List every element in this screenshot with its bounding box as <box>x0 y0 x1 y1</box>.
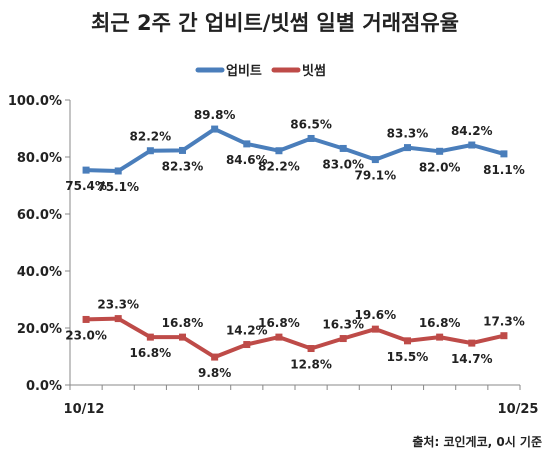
data-point <box>371 156 379 164</box>
y-tick-label: 20.0% <box>17 322 62 337</box>
data-label: 83.0% <box>322 157 364 171</box>
data-point <box>307 134 315 142</box>
y-tick-label: 60.0% <box>17 208 62 223</box>
legend-label-bithumb: 빗썸 <box>302 63 326 79</box>
data-label: 82.0% <box>419 160 461 174</box>
series-line-1 <box>84 316 506 360</box>
y-tick-label: 0.0% <box>26 379 62 394</box>
data-point <box>114 315 122 323</box>
y-tick-label: 100.0% <box>8 94 62 109</box>
data-label: 14.7% <box>451 352 493 366</box>
data-label: 79.1% <box>355 169 397 183</box>
data-labels: 75.4%75.1%82.2%82.3%89.8%84.6%82.2%86.5%… <box>65 108 524 380</box>
data-point <box>436 333 444 341</box>
data-label: 81.1% <box>483 163 525 177</box>
data-label: 83.3% <box>387 127 429 141</box>
data-label: 12.8% <box>290 358 332 372</box>
data-point <box>468 339 476 347</box>
data-point <box>179 146 186 154</box>
data-label: 16.8% <box>258 316 300 330</box>
data-point <box>468 141 476 149</box>
series-line-0 <box>84 127 506 173</box>
legend: 업비트 빗썸 <box>195 63 326 79</box>
data-point <box>211 353 219 361</box>
data-point <box>500 150 508 158</box>
data-point <box>146 147 154 155</box>
axes <box>69 100 521 390</box>
y-tick-label: 80.0% <box>17 151 62 166</box>
legend-label-upbit: 업비트 <box>226 64 262 79</box>
data-label: 82.2% <box>130 130 172 144</box>
data-label: 82.3% <box>162 159 204 173</box>
data-label: 84.2% <box>451 124 493 138</box>
data-label: 16.8% <box>162 316 204 330</box>
data-point <box>243 140 251 148</box>
data-point <box>500 332 508 340</box>
data-point <box>275 147 283 155</box>
data-label: 17.3% <box>483 315 525 329</box>
chart-title: 최근 2주 간 업비트/빗썸 일별 거래점유율 <box>91 11 459 35</box>
data-label: 89.8% <box>194 108 236 122</box>
data-label: 19.6% <box>355 308 397 322</box>
data-point <box>179 333 186 341</box>
data-point <box>82 166 90 174</box>
data-point <box>275 333 283 341</box>
data-label: 16.8% <box>130 346 172 360</box>
series-layer <box>82 125 508 361</box>
data-label: 86.5% <box>290 117 332 131</box>
data-point <box>404 337 411 345</box>
x-tick-start: 10/12 <box>64 402 105 417</box>
x-tick-end: 10/25 <box>498 402 539 417</box>
data-label: 14.2% <box>226 324 268 338</box>
data-label: 84.6% <box>226 153 268 167</box>
data-point <box>339 335 347 343</box>
data-point <box>243 341 251 349</box>
data-label: 82.2% <box>258 160 300 174</box>
data-label: 15.5% <box>387 350 429 364</box>
data-point <box>404 144 411 152</box>
data-point <box>146 333 154 341</box>
data-point <box>114 167 122 175</box>
data-label: 23.0% <box>65 328 107 342</box>
data-point <box>436 147 444 155</box>
data-point <box>371 325 379 333</box>
y-tick-label: 40.0% <box>17 265 62 280</box>
data-point <box>307 345 315 353</box>
data-point <box>339 144 347 152</box>
data-point <box>211 125 219 133</box>
source-note: 출처: 코인게코, 0시 기준 <box>412 434 542 449</box>
y-axis: 0.0% 20.0% 40.0% 60.0% 80.0% 100.0% <box>8 94 70 394</box>
data-label: 9.8% <box>198 366 231 380</box>
data-label: 75.4% <box>65 179 107 193</box>
data-point <box>82 315 90 323</box>
data-label: 75.1% <box>97 180 139 194</box>
data-label: 23.3% <box>97 298 139 312</box>
data-label: 16.3% <box>322 318 364 332</box>
data-label: 16.8% <box>419 316 461 330</box>
